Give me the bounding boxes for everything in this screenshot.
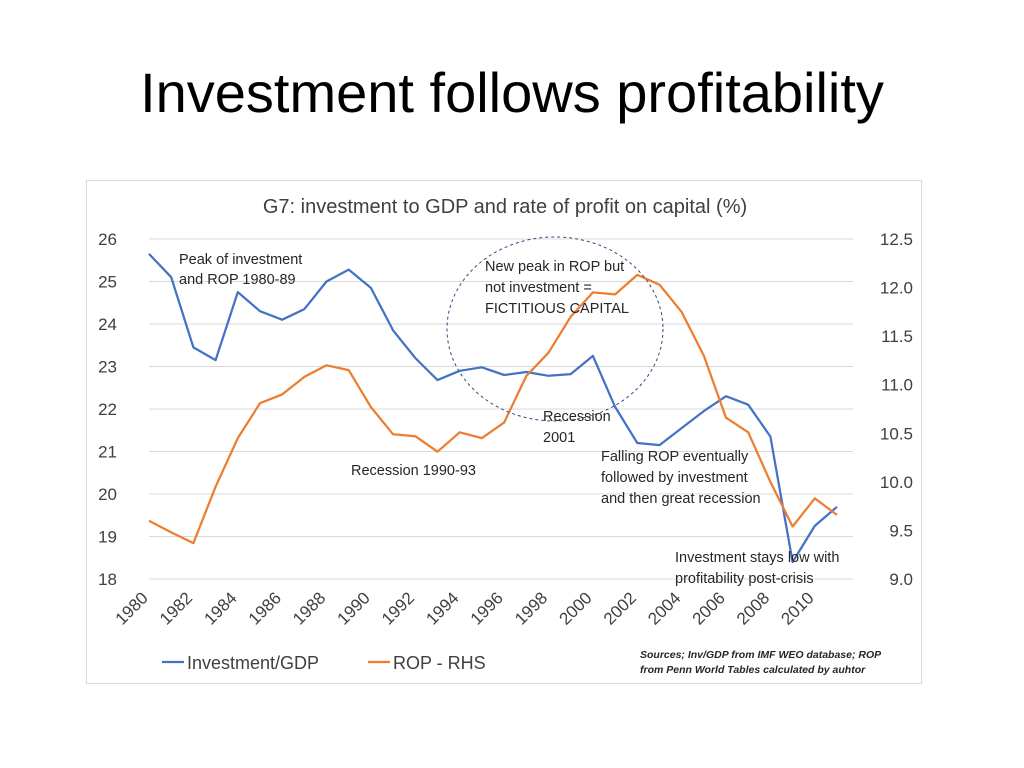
annotation-text: and ROP 1980-89 <box>179 272 296 288</box>
annotation-text: New peak in ROP but <box>485 259 624 275</box>
annotation-text: Peak of investment <box>179 252 302 268</box>
series-layer <box>148 253 838 564</box>
right-tick-label: 10.0 <box>880 473 913 492</box>
annotation-text: followed by investment <box>601 470 748 486</box>
annotation-text: and then great recession <box>601 491 761 507</box>
x-tick-label: 2000 <box>556 588 596 628</box>
annotation-text: FICTITIOUS CAPITAL <box>485 301 629 317</box>
left-tick-label: 21 <box>98 443 117 462</box>
x-tick-label: 1982 <box>156 588 196 628</box>
x-tick-label: 1986 <box>245 588 285 628</box>
annotation-text: 2001 <box>543 430 575 446</box>
x-tick-label: 2002 <box>600 588 640 628</box>
x-tick-label: 1994 <box>422 588 462 628</box>
annotation-text: profitability post-crisis <box>675 571 814 587</box>
right-tick-label: 10.5 <box>880 424 913 443</box>
x-tick-label: 1988 <box>289 588 329 628</box>
annotation-text: Recession 1990-93 <box>351 463 476 479</box>
left-tick-label: 26 <box>98 230 117 249</box>
annotations: Peak of investment and ROP 1980-89 New pea… <box>179 252 839 587</box>
right-tick-label: 9.5 <box>889 521 913 540</box>
left-tick-label: 22 <box>98 400 117 419</box>
x-tick-label: 1984 <box>200 588 240 628</box>
source-note-line: from Penn World Tables calculated by auh… <box>640 664 866 676</box>
legend-label: ROP - RHS <box>393 653 486 673</box>
x-tick-label: 2008 <box>733 588 773 628</box>
left-tick-label: 24 <box>98 315 117 334</box>
x-tick-label: 1998 <box>511 588 551 628</box>
right-tick-label: 12.5 <box>880 230 913 249</box>
x-tick-label: 2010 <box>777 588 817 628</box>
series-line-rop-rhs <box>148 273 838 545</box>
left-tick-label: 20 <box>98 485 117 504</box>
x-tick-label: 1992 <box>378 588 418 628</box>
x-tick-label: 1980 <box>112 588 152 628</box>
right-tick-label: 12.0 <box>880 279 913 298</box>
legend: Investment/GDP ROP - RHS <box>162 653 486 673</box>
left-tick-label: 25 <box>98 273 117 292</box>
annotation-text: Investment stays low with <box>675 550 839 566</box>
annotation-text: Recession <box>543 409 611 425</box>
x-tick-label: 2006 <box>689 588 729 628</box>
chart-frame: G7: investment to GDP and rate of profit… <box>86 180 922 684</box>
right-axis: 9.0 9.5 10.0 10.5 11.0 11.5 12.0 12.5 <box>880 230 913 589</box>
right-tick-label: 9.0 <box>889 570 913 589</box>
right-tick-label: 11.5 <box>881 327 913 346</box>
x-axis: 1980 1982 1984 1986 1988 1990 1992 1994 1996 1998… <box>112 588 818 628</box>
left-tick-label: 19 <box>98 528 117 547</box>
x-tick-label: 1990 <box>334 588 374 628</box>
legend-label: Investment/GDP <box>187 653 319 673</box>
left-tick-label: 18 <box>98 570 117 589</box>
annotation-text: not investment = <box>485 280 592 296</box>
highlight-ellipse <box>446 236 664 422</box>
left-axis: 18 19 20 21 22 23 24 25 26 <box>98 230 117 589</box>
annotation-text: Falling ROP eventually <box>601 449 749 465</box>
x-tick-label: 1996 <box>467 588 507 628</box>
chart-title: G7: investment to GDP and rate of profit… <box>263 196 747 218</box>
x-tick-label: 2004 <box>644 588 684 628</box>
series-line-investment-gdp <box>148 253 838 564</box>
source-note: Sources; Inv/GDP from IMF WEO database; … <box>640 649 882 676</box>
source-note-line: Sources; Inv/GDP from IMF WEO database; … <box>640 649 882 661</box>
right-tick-label: 11.0 <box>881 376 913 395</box>
slide-title: Investment follows profitability <box>140 61 884 124</box>
line-chart: G7: investment to GDP and rate of profit… <box>98 196 913 676</box>
left-tick-label: 23 <box>98 358 117 377</box>
